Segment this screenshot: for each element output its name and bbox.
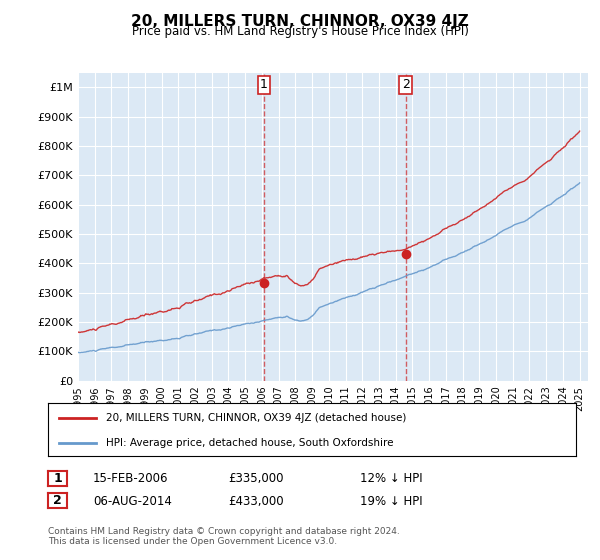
Text: 12% ↓ HPI: 12% ↓ HPI xyxy=(360,472,422,486)
Text: £335,000: £335,000 xyxy=(228,472,284,486)
Text: 2: 2 xyxy=(53,494,62,507)
Text: 1: 1 xyxy=(53,472,62,485)
Text: 20, MILLERS TURN, CHINNOR, OX39 4JZ: 20, MILLERS TURN, CHINNOR, OX39 4JZ xyxy=(131,14,469,29)
Text: HPI: Average price, detached house, South Oxfordshire: HPI: Average price, detached house, Sout… xyxy=(106,438,394,448)
Text: 15-FEB-2006: 15-FEB-2006 xyxy=(93,472,169,486)
Text: Price paid vs. HM Land Registry's House Price Index (HPI): Price paid vs. HM Land Registry's House … xyxy=(131,25,469,38)
Text: 20, MILLERS TURN, CHINNOR, OX39 4JZ (detached house): 20, MILLERS TURN, CHINNOR, OX39 4JZ (det… xyxy=(106,413,406,423)
Text: 19% ↓ HPI: 19% ↓ HPI xyxy=(360,494,422,508)
Text: 2: 2 xyxy=(401,78,410,91)
Text: £433,000: £433,000 xyxy=(228,494,284,508)
Text: Contains HM Land Registry data © Crown copyright and database right 2024.
This d: Contains HM Land Registry data © Crown c… xyxy=(48,526,400,546)
Text: 1: 1 xyxy=(260,78,268,91)
Text: 06-AUG-2014: 06-AUG-2014 xyxy=(93,494,172,508)
